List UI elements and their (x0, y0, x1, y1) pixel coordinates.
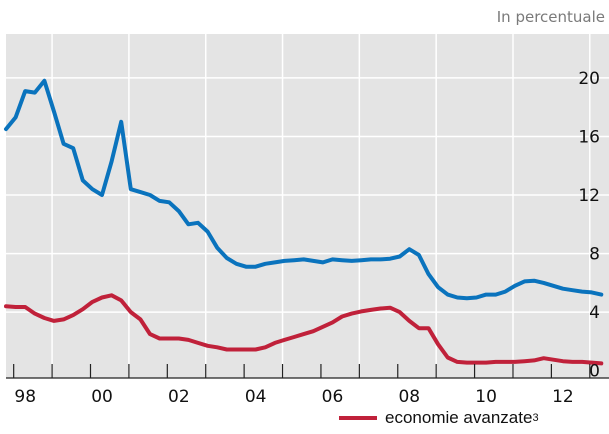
x-tick-label: 04 (245, 387, 267, 407)
y-tick-label: 20 (578, 69, 600, 89)
unit-label: In percentuale (496, 8, 605, 26)
x-tick-label: 10 (475, 387, 497, 407)
x-tick-label: 02 (168, 387, 190, 407)
y-tick-label: 4 (589, 303, 600, 323)
x-tick-label: 06 (322, 387, 344, 407)
y-tick-label: 12 (578, 186, 600, 206)
y-tick-label: 8 (589, 245, 600, 265)
series-line-0 (4, 78, 604, 301)
x-tick-label: 98 (14, 387, 36, 407)
legend: economie avanzate 3 (339, 406, 539, 430)
legend-label: economie avanzate (385, 408, 533, 427)
legend-swatch-red (339, 416, 377, 420)
series-line-1 (4, 293, 604, 366)
plot-area (6, 34, 609, 378)
y-tick-label: 0 (589, 362, 600, 382)
x-tick-label: 12 (552, 387, 574, 407)
legend-label-footnote: 3 (532, 412, 539, 424)
y-tick-label: 16 (578, 127, 600, 147)
x-tick-label: 08 (398, 387, 420, 407)
x-tick-label: 00 (91, 387, 113, 407)
